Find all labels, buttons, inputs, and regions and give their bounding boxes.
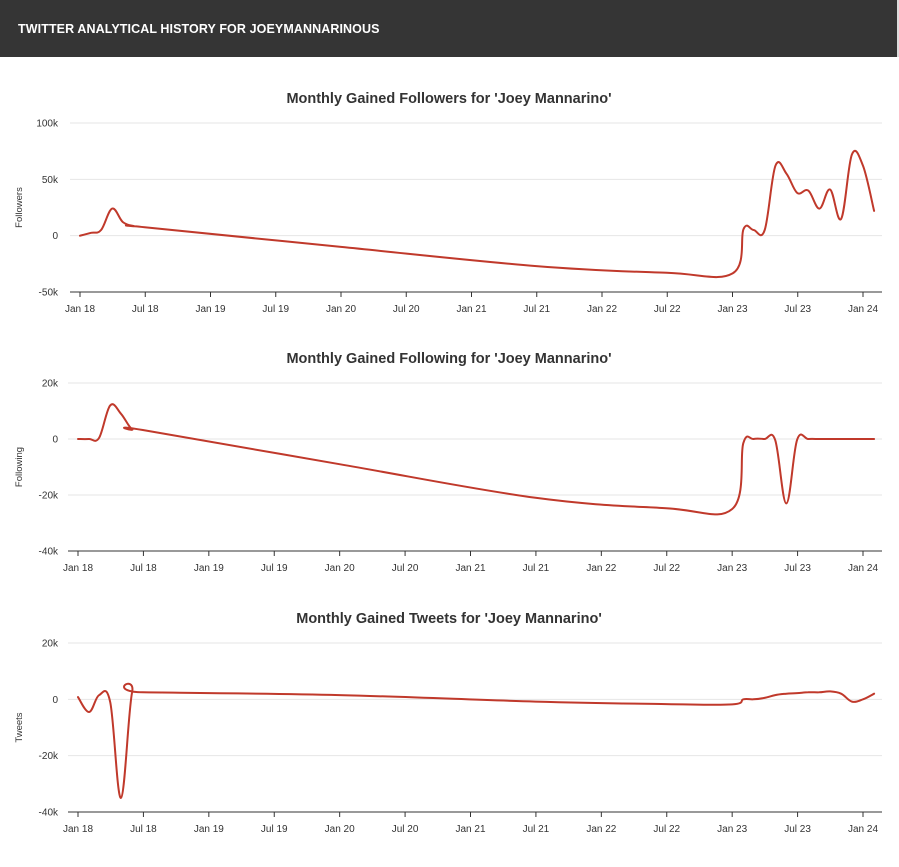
x-tick-label: Jan 18 [63, 563, 93, 574]
x-tick-label: Jul 21 [523, 304, 550, 315]
chart-title: Monthly Gained Tweets for 'Joey Mannarin… [296, 611, 602, 627]
x-tick-label: Jan 20 [325, 824, 355, 835]
x-tick-label: Jul 18 [130, 824, 157, 835]
x-tick-label: Jul 21 [523, 563, 550, 574]
y-tick-label: 0 [52, 695, 58, 706]
x-tick-label: Jan 23 [717, 824, 747, 835]
y-tick-label: -40k [39, 808, 59, 819]
y-tick-label: 0 [52, 231, 58, 242]
y-axis-label: Followers [14, 187, 25, 228]
chart-2: Monthly Gained Following for 'Joey Manna… [14, 351, 882, 574]
y-tick-label: -50k [39, 288, 59, 299]
page-header: TWITTER ANALYTICAL HISTORY FOR JOEYMANNA… [0, 0, 899, 57]
series-line [79, 149, 876, 279]
x-tick-label: Jan 23 [717, 304, 747, 315]
x-tick-label: Jan 24 [848, 824, 878, 835]
x-tick-label: Jan 19 [194, 563, 224, 574]
x-tick-label: Jan 24 [848, 563, 878, 574]
y-tick-label: 0 [52, 435, 58, 446]
x-tick-label: Jul 20 [392, 563, 419, 574]
chart-1: Monthly Gained Followers for 'Joey Manna… [14, 91, 882, 315]
x-tick-label: Jan 20 [326, 304, 356, 315]
y-axis-label: Tweets [14, 712, 25, 742]
y-axis-label: Following [14, 447, 25, 487]
x-tick-label: Jul 18 [130, 563, 157, 574]
x-tick-label: Jan 21 [455, 563, 485, 574]
x-tick-label: Jan 22 [587, 304, 617, 315]
x-tick-label: Jan 20 [325, 563, 355, 574]
y-tick-label: 20k [42, 639, 59, 650]
x-tick-label: Jul 18 [132, 304, 159, 315]
x-tick-label: Jul 20 [393, 304, 420, 315]
x-tick-label: Jan 21 [456, 304, 486, 315]
x-tick-label: Jul 22 [653, 824, 680, 835]
x-tick-label: Jan 19 [194, 824, 224, 835]
series-line [77, 682, 876, 799]
x-tick-label: Jul 23 [784, 563, 811, 574]
x-tick-label: Jul 23 [784, 824, 811, 835]
x-tick-label: Jul 22 [653, 563, 680, 574]
x-tick-label: Jul 20 [392, 824, 419, 835]
x-tick-label: Jan 21 [455, 824, 485, 835]
x-tick-label: Jan 19 [195, 304, 225, 315]
series-line [77, 403, 876, 516]
x-tick-label: Jan 18 [65, 304, 95, 315]
x-tick-label: Jul 19 [262, 304, 289, 315]
chart-3: Monthly Gained Tweets for 'Joey Mannarin… [14, 611, 882, 835]
x-tick-label: Jul 19 [261, 824, 288, 835]
y-tick-label: -20k [39, 491, 59, 502]
x-tick-label: Jan 24 [848, 304, 878, 315]
x-tick-label: Jan 18 [63, 824, 93, 835]
chart-title: Monthly Gained Following for 'Joey Manna… [286, 351, 611, 367]
y-tick-label: 100k [36, 119, 59, 130]
y-tick-label: 20k [42, 379, 59, 390]
chart-title: Monthly Gained Followers for 'Joey Manna… [286, 91, 611, 107]
x-tick-label: Jul 21 [523, 824, 550, 835]
x-tick-label: Jan 23 [717, 563, 747, 574]
x-tick-label: Jul 19 [261, 563, 288, 574]
x-tick-label: Jul 22 [654, 304, 681, 315]
y-tick-label: -20k [39, 751, 59, 762]
y-tick-label: 50k [42, 175, 59, 186]
x-tick-label: Jul 23 [784, 304, 811, 315]
y-tick-label: -40k [39, 547, 59, 558]
x-tick-label: Jan 22 [586, 824, 616, 835]
x-tick-label: Jan 22 [586, 563, 616, 574]
page-title: TWITTER ANALYTICAL HISTORY FOR JOEYMANNA… [18, 22, 380, 36]
